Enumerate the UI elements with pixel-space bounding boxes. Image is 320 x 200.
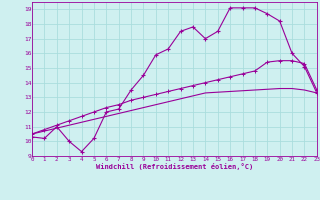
X-axis label: Windchill (Refroidissement éolien,°C): Windchill (Refroidissement éolien,°C) xyxy=(96,163,253,170)
